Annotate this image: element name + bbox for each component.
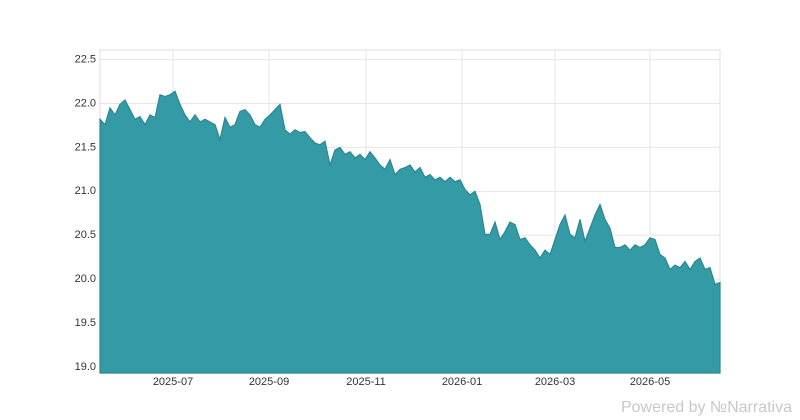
area (99, 90, 721, 374)
y-tick-label: 21.5 (75, 141, 96, 153)
x-tick-label: 2026-03 (535, 376, 575, 388)
y-tick-label: 20.5 (75, 229, 96, 241)
x-tick-label: 2026-01 (442, 376, 482, 388)
y-tick-label: 22.0 (75, 97, 96, 109)
y-tick-label: 22.5 (75, 54, 96, 66)
x-tick-label: 2025-07 (153, 376, 193, 388)
watermark: Powered by №Narrativa (621, 399, 792, 416)
y-tick-label: 19.0 (75, 361, 96, 373)
x-tick-label: 2025-11 (346, 376, 386, 388)
y-tick-label: 20.0 (75, 273, 96, 285)
x-tick-label: 2025-09 (249, 376, 289, 388)
y-tick-label: 19.5 (75, 317, 96, 329)
x-tick-label: 2026-05 (630, 376, 670, 388)
y-tick-label: 21.0 (75, 185, 96, 197)
